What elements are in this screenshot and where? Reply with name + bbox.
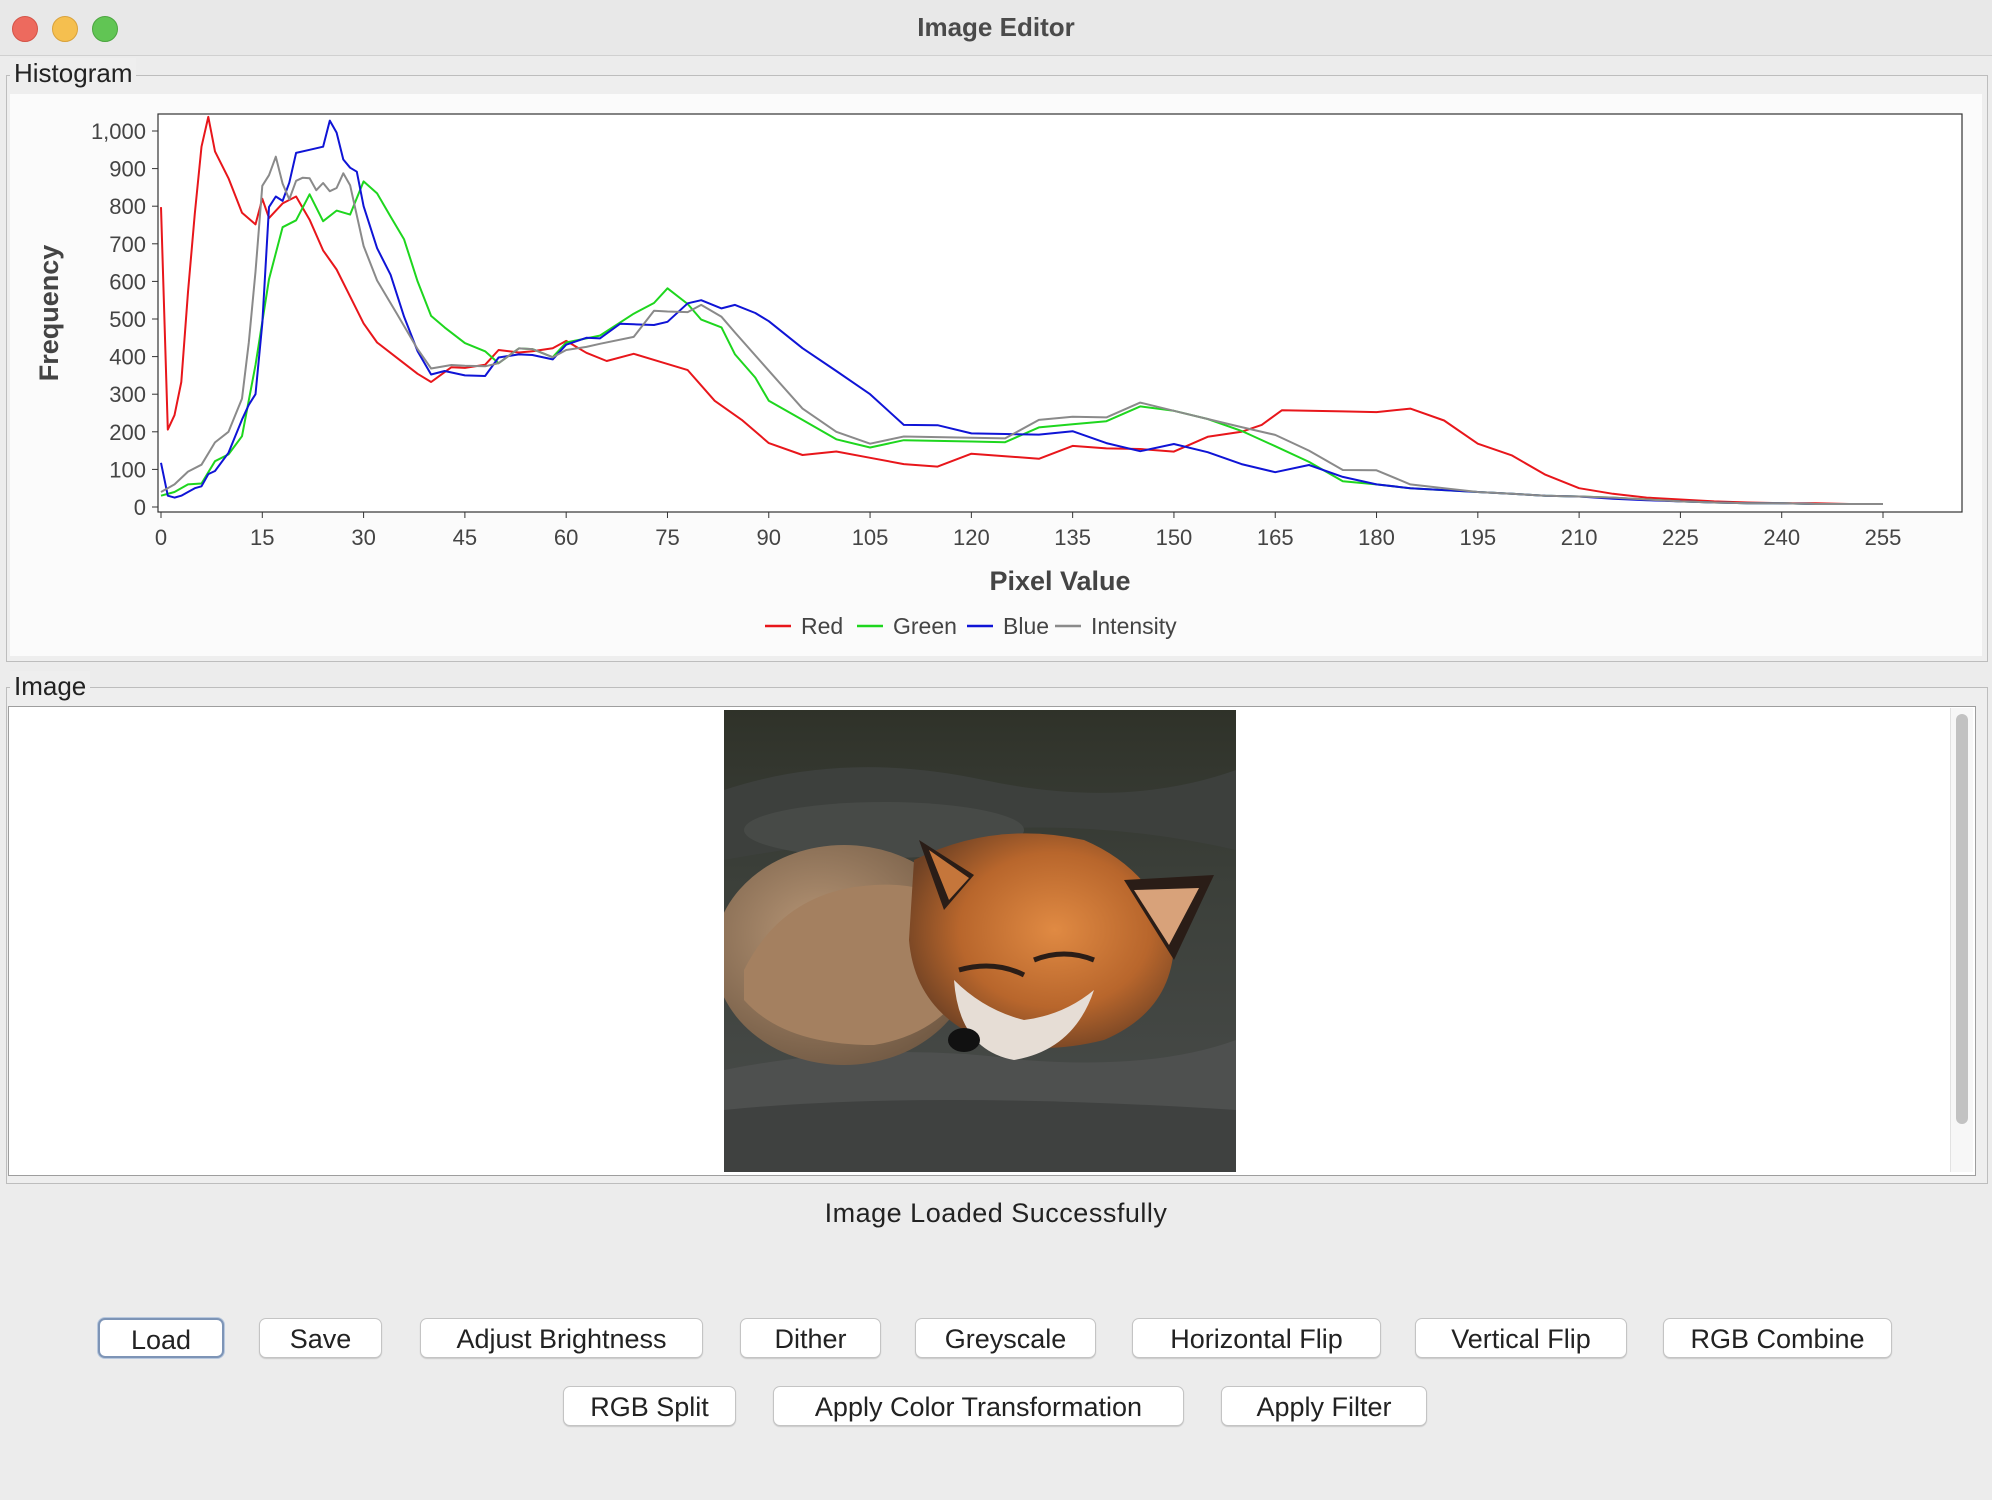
x-tick-label: 45 xyxy=(453,525,477,550)
x-axis-label: Pixel Value xyxy=(989,566,1130,596)
vertical-flip-button[interactable]: Vertical Flip xyxy=(1415,1318,1627,1358)
y-tick-label: 400 xyxy=(109,345,146,370)
y-tick-label: 500 xyxy=(109,307,146,332)
minimize-window-button[interactable] xyxy=(52,16,78,42)
legend-label-green: Green xyxy=(893,613,957,639)
y-tick-label: 0 xyxy=(134,495,146,520)
y-axis-ticks: 0 100 200 300 400 500 600 700 800 900 1,000 xyxy=(91,119,158,520)
x-tick-label: 105 xyxy=(852,525,889,550)
load-button[interactable]: Load xyxy=(98,1318,224,1358)
x-tick-label: 150 xyxy=(1156,525,1193,550)
chart-legend: Red Green Blue Intensity xyxy=(765,613,1177,639)
status-message: Image Loaded Successfully xyxy=(824,1198,1168,1228)
adjust-brightness-button[interactable]: Adjust Brightness xyxy=(420,1318,703,1358)
maximize-window-button[interactable] xyxy=(92,16,118,42)
x-tick-label: 75 xyxy=(655,525,679,550)
series-line-intensity xyxy=(160,155,1883,505)
histogram-chart: 0 100 200 300 400 500 600 700 800 900 1,000 0 15 30 4… xyxy=(34,113,1963,639)
legend-label-blue: Blue xyxy=(1003,613,1049,639)
rgb-split-button[interactable]: RGB Split xyxy=(563,1386,736,1426)
y-tick-label: 700 xyxy=(109,232,146,257)
series-line-red xyxy=(160,115,1883,505)
sleeping-fox-image xyxy=(724,710,1236,1172)
histogram-chart-area: 0 100 200 300 400 500 600 700 800 900 1,000 0 15 30 4… xyxy=(10,94,1982,656)
horizontal-flip-button[interactable]: Horizontal Flip xyxy=(1132,1318,1381,1358)
close-window-button[interactable] xyxy=(12,16,38,42)
histogram-panel-label: Histogram xyxy=(10,58,137,88)
y-tick-label: 200 xyxy=(109,420,146,445)
series-line-blue xyxy=(160,119,1883,505)
image-panel-label: Image xyxy=(10,671,91,701)
y-tick-label: 100 xyxy=(109,457,146,482)
scrollbar-thumb[interactable] xyxy=(1956,714,1968,1124)
x-tick-label: 225 xyxy=(1662,525,1699,550)
x-tick-label: 165 xyxy=(1257,525,1294,550)
x-axis-ticks: 0 15 30 45 60 75 90 105 120 135 150 165 180 195 210 225… xyxy=(155,512,1901,550)
apply-color-transformation-button[interactable]: Apply Color Transformation xyxy=(773,1386,1184,1426)
x-tick-label: 180 xyxy=(1358,525,1395,550)
x-tick-label: 255 xyxy=(1865,525,1902,550)
y-tick-label: 600 xyxy=(109,269,146,294)
x-tick-label: 30 xyxy=(351,525,375,550)
x-tick-label: 0 xyxy=(155,525,167,550)
greyscale-button[interactable]: Greyscale xyxy=(915,1318,1096,1358)
x-tick-label: 210 xyxy=(1561,525,1598,550)
y-axis-label: Frequency xyxy=(34,245,64,382)
legend-label-intensity: Intensity xyxy=(1091,613,1177,639)
legend-label-red: Red xyxy=(801,613,843,639)
x-tick-label: 240 xyxy=(1763,525,1800,550)
y-tick-label: 1,000 xyxy=(91,119,146,144)
x-tick-label: 135 xyxy=(1054,525,1091,550)
series-lines xyxy=(160,115,1883,505)
x-tick-label: 15 xyxy=(250,525,274,550)
x-tick-label: 60 xyxy=(554,525,578,550)
save-button[interactable]: Save xyxy=(259,1318,382,1358)
y-tick-label: 300 xyxy=(109,382,146,407)
y-tick-label: 900 xyxy=(109,157,146,182)
x-tick-label: 90 xyxy=(757,525,781,550)
dither-button[interactable]: Dither xyxy=(740,1318,881,1358)
fox-photo xyxy=(724,710,1236,1172)
x-tick-label: 195 xyxy=(1459,525,1496,550)
y-tick-label: 800 xyxy=(109,194,146,219)
x-tick-label: 120 xyxy=(953,525,990,550)
rgb-combine-button[interactable]: RGB Combine xyxy=(1663,1318,1892,1358)
plot-area xyxy=(157,113,1963,513)
title-bar: Image Editor xyxy=(0,0,1992,56)
apply-filter-button[interactable]: Apply Filter xyxy=(1221,1386,1427,1426)
window-title: Image Editor xyxy=(917,12,1075,42)
